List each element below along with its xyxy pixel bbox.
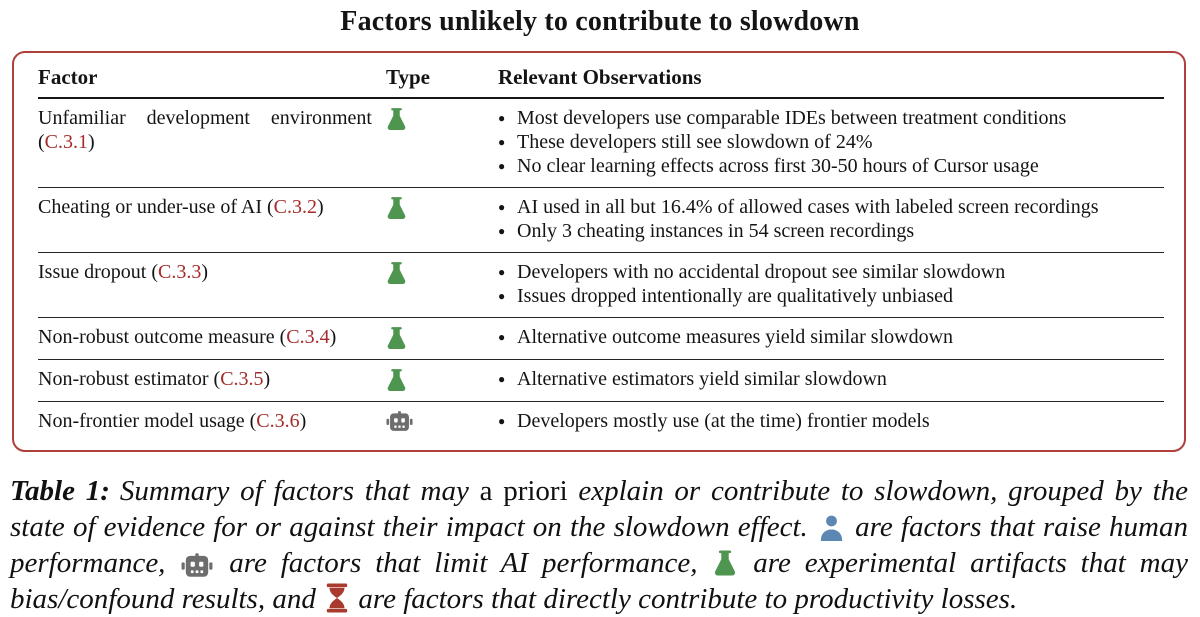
robot-icon bbox=[386, 411, 498, 431]
factor-cell: Unfamiliar development environment (C.3.… bbox=[38, 107, 372, 153]
caption-label: Table 1: bbox=[10, 475, 110, 507]
robot-icon bbox=[181, 553, 213, 577]
type-cell bbox=[386, 318, 498, 360]
type-cell bbox=[386, 402, 498, 443]
flask-icon bbox=[713, 550, 737, 577]
table-body: Unfamiliar development environment (C.3.… bbox=[38, 98, 1164, 442]
caption-text: are factors that directly contribute to … bbox=[351, 583, 1018, 615]
table-row: Non-robust estimator (C.3.5) Alternative … bbox=[38, 359, 1164, 402]
flask-icon bbox=[386, 327, 498, 350]
section-ref-link[interactable]: C.3.2 bbox=[273, 196, 317, 218]
flask-icon bbox=[386, 369, 498, 392]
caption-body: Summary of factors that may a priori exp… bbox=[10, 475, 1188, 615]
observation-item: Most developers use comparable IDEs betw… bbox=[498, 106, 1164, 130]
section-ref-link[interactable]: C.3.4 bbox=[286, 326, 330, 348]
caption-text: Summary of factors that may bbox=[119, 475, 480, 507]
column-header-factor: Factor bbox=[38, 65, 98, 89]
caption-text: are factors that limit AI performance, bbox=[215, 547, 712, 579]
table-header-row: Factor Type Relevant Observations bbox=[38, 57, 1164, 98]
factors-table: Factor Type Relevant Observations Unfami… bbox=[38, 57, 1164, 442]
observations-cell: Developers with no accidental dropout se… bbox=[498, 253, 1164, 318]
factor-cell: Issue dropout (C.3.3) bbox=[38, 261, 208, 283]
factor-cell: Cheating or under-use of AI (C.3.2) bbox=[38, 196, 324, 218]
caption-text: are factors that raise human performance… bbox=[10, 511, 1188, 579]
table-row: Non-robust outcome measure (C.3.4) Altern… bbox=[38, 317, 1164, 360]
type-cell bbox=[386, 253, 498, 318]
factor-cell: Non-robust outcome measure (C.3.4) bbox=[38, 326, 337, 348]
table-row: Unfamiliar development environment (C.3.… bbox=[38, 98, 1164, 188]
observation-item: Developers with no accidental dropout se… bbox=[498, 260, 1164, 284]
caption-text: a priori bbox=[479, 475, 568, 507]
person-icon bbox=[818, 514, 845, 541]
observation-item: Developers mostly use (at the time) fron… bbox=[498, 409, 1164, 433]
observation-item: AI used in all but 16.4% of allowed case… bbox=[498, 195, 1164, 219]
factors-table-box: Factor Type Relevant Observations Unfami… bbox=[12, 51, 1186, 452]
observations-cell: AI used in all but 16.4% of allowed case… bbox=[498, 188, 1164, 253]
observation-item: Only 3 cheating instances in 54 screen r… bbox=[498, 219, 1164, 243]
table-row: Issue dropout (C.3.3) Developers with no … bbox=[38, 252, 1164, 318]
flask-icon bbox=[386, 262, 498, 285]
caption-text: explain or contribute to slowdown, group… bbox=[10, 475, 1188, 543]
type-cell bbox=[386, 360, 498, 402]
section-ref-link[interactable]: C.3.3 bbox=[157, 261, 202, 283]
observations-cell: Alternative estimators yield similar slo… bbox=[498, 360, 1164, 402]
factor-cell: Non-frontier model usage (C.3.6) bbox=[38, 410, 307, 432]
observation-item: These developers still see slowdown of 2… bbox=[498, 130, 1164, 154]
table-row: Cheating or under-use of AI (C.3.2) AI us… bbox=[38, 187, 1164, 253]
column-header-type: Type bbox=[386, 65, 430, 89]
factor-cell: Non-robust estimator (C.3.5) bbox=[38, 368, 271, 390]
observation-item: No clear learning effects across first 3… bbox=[498, 154, 1164, 178]
flask-icon bbox=[386, 197, 498, 220]
hourglass-icon bbox=[325, 583, 349, 613]
table-row: Non-frontier model usage (C.3.6) Develope… bbox=[38, 401, 1164, 443]
table-caption: Table 1: Summary of factors that may a pr… bbox=[10, 473, 1188, 617]
observation-item: Alternative estimators yield similar slo… bbox=[498, 367, 1164, 391]
observations-cell: Most developers use comparable IDEs betw… bbox=[498, 98, 1164, 188]
observations-cell: Developers mostly use (at the time) fron… bbox=[498, 402, 1164, 443]
section-ref-link[interactable]: C.3.1 bbox=[44, 131, 89, 153]
type-cell bbox=[386, 188, 498, 253]
observations-cell: Alternative outcome measures yield simil… bbox=[498, 318, 1164, 360]
section-ref-link[interactable]: C.3.6 bbox=[256, 410, 300, 432]
page-title: Factors unlikely to contribute to slowdo… bbox=[340, 6, 860, 37]
column-header-relevant-observations: Relevant Observations bbox=[498, 65, 702, 89]
observation-item: Alternative outcome measures yield simil… bbox=[498, 325, 1164, 349]
observation-item: Issues dropped intentionally are qualita… bbox=[498, 284, 1164, 308]
flask-icon bbox=[386, 108, 498, 131]
type-cell bbox=[386, 98, 498, 188]
section-ref-link[interactable]: C.3.5 bbox=[220, 368, 264, 390]
